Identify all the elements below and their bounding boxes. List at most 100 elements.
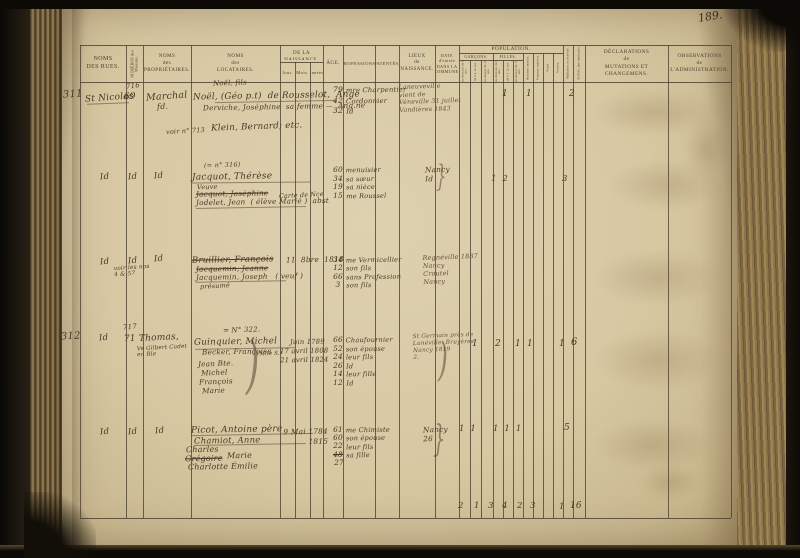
hw-totals-c2: 1 — [474, 501, 480, 511]
brace-flourish: ) — [438, 332, 448, 386]
col-header-garcons: GARÇONS. — [464, 53, 488, 59]
col-header-observations: OBSERVATIONS de L'ADMINISTRATION. — [670, 52, 729, 73]
hw-rows-4-pop_total: 5 — [564, 423, 570, 433]
hw-rows-0-no: 311 — [62, 88, 84, 101]
brace-flourish: } — [433, 419, 446, 460]
corner-shadow-top-right — [724, 0, 800, 52]
table-column-line — [310, 62, 311, 518]
table-column-line — [191, 45, 192, 518]
hw-rows-4-pop_f: 1 1 1 — [493, 424, 522, 434]
hw-rows-3-t6: Marie — [201, 385, 226, 396]
hw-rows-3-pop_total: 6 — [571, 337, 578, 348]
ink-stroke — [191, 181, 311, 184]
hw-rows-4-house: Id — [127, 426, 138, 438]
ink-stroke — [86, 102, 130, 105]
col-header-hommes_maries: Hommes mariés. — [525, 55, 530, 80]
hw-rows-1-pop_g: 1 2 — [491, 174, 509, 184]
hw-rows-2-t4: présumé — [199, 281, 231, 291]
col-header-f3: au-dessus de 12 ans. — [514, 60, 521, 82]
table-column-line — [143, 45, 144, 518]
hw-rows-1-pop_total: 3 — [562, 174, 568, 184]
hw-rows-4-street: Id — [99, 426, 110, 438]
table-column-line — [399, 45, 400, 518]
ink-bleedthrough — [595, 420, 710, 470]
hw-rows-2-note: voir les nos 4 & 57 — [113, 263, 150, 279]
hw-rows-0-ages: 79 42 32 — [332, 85, 344, 115]
table-row-line — [80, 518, 731, 520]
hw-rows-0-t0: Noël, fils — [212, 78, 247, 88]
hw-rows-0-proprietor2: fd. — [156, 101, 169, 112]
hw-rows-2-birthplace: Regnéville 1837 Nancy Croutel Nancy — [422, 252, 479, 286]
col-header-lieux: LIEUX de NAISSANCE. — [400, 53, 434, 72]
col-header-f1: au-dessous de 6 ans. — [494, 60, 501, 82]
hw-rows-4-t4b: Marie — [226, 450, 253, 461]
ink-bleedthrough — [595, 330, 720, 390]
corner-shadow-bottom-left — [24, 492, 96, 558]
hw-rows-4-professions: me Chimiste son épouse leur fils sa fill… — [345, 425, 391, 460]
hw-rows-1-professions: menuisier sa sœur sa nièce me Roussel — [345, 165, 387, 201]
table-column-line — [80, 45, 82, 518]
col-header-g3: au-dessus de 12 ans. — [483, 60, 490, 82]
hw-rows-4-t5: Charlotte Émilie — [187, 461, 259, 472]
hw-rows-3-proprietor: Thomas, — [138, 331, 180, 345]
hw-rows-4-proprietor: Id — [154, 425, 165, 437]
photo-bottom-edge — [0, 545, 800, 558]
hw-rows-0-t4a: voir n° 713 — [165, 125, 206, 137]
col-header-femmes_mariees: Femmes mariées. — [535, 54, 540, 81]
table-column-line — [731, 45, 733, 518]
hw-rows-0-birthplace: Laneuveville vient de Véneville 31 juill… — [398, 82, 462, 114]
hw-rows-0-pop_total: 2 — [569, 89, 575, 99]
hw-rows-4-age5: 27 — [334, 458, 344, 467]
photo-top-edge — [0, 0, 800, 9]
hw-rows-3-pop_f: 2 — [495, 339, 501, 349]
table-row-line — [80, 45, 731, 47]
col-header-total: TOTAL des habitants. — [576, 46, 581, 81]
book-cover-left — [0, 0, 34, 558]
ink-bleedthrough — [595, 250, 720, 305]
hw-rows-2-professions: me Vermicellier son fils sans Profession… — [345, 255, 402, 290]
hw-rows-3-ages: 66 52 24 26 14 12 — [333, 335, 343, 387]
table-row-line — [80, 82, 731, 83]
hw-rows-3-pop_hm: 1 — [515, 339, 521, 349]
table-row-line — [459, 60, 523, 61]
col-header-date_entree: DATE d'entrée DANS LA COMMUNE. — [435, 52, 459, 74]
ink-bleedthrough — [684, 118, 726, 180]
hw-rows-3-t2b: (Mlle S.) — [256, 350, 283, 358]
col-header-population: POPULATION. — [491, 46, 531, 52]
hw-rows-0-pop_f: 1 — [502, 89, 508, 99]
col-header-g2: de 6 à 12 ans. — [473, 61, 477, 81]
table-column-line — [573, 45, 574, 518]
hw-rows-1-ages: 60 34 19 15 — [333, 165, 343, 200]
hw-rows-1-proprietor: Id — [153, 170, 164, 182]
hw-totals-c3: 3 — [488, 501, 494, 511]
col-header-locataires: NOMS des LOCATAIRES. — [217, 53, 254, 73]
hw-rows-3-dates: Juin 1789 17 avril 1808 21 avril 1824 — [279, 337, 329, 365]
hw-rows-3-pop_g3: 1 — [472, 339, 478, 349]
table-column-line — [523, 53, 524, 518]
col-header-patentes: PATENTÉS. — [375, 61, 399, 67]
hw-totals-c1: 2 — [458, 501, 464, 511]
table-column-line — [668, 45, 669, 518]
hw-rows-1-note: (= n° 316) — [203, 160, 241, 170]
col-header-filles: FILLES. — [499, 53, 517, 59]
col-header-jour: Jour. — [282, 70, 293, 76]
table-column-line — [280, 45, 282, 518]
hw-totals-c6: 3 — [530, 501, 536, 511]
hw-rows-4-age4: 48 — [333, 450, 343, 459]
col-header-veuves: Veuves. — [555, 61, 560, 74]
table-column-line — [323, 45, 324, 518]
hw-rows-0-house_old: 716 — [125, 81, 141, 91]
hw-rows-3-professions: Chaufournier son épouse leur fils Id leu… — [345, 335, 393, 388]
hw-rows-3-proprietor2: Ve Gilbert Cadet en Rle — [136, 343, 188, 359]
hw-totals-c5: 2 — [517, 501, 523, 511]
hw-rows-4-pop_g: 1 1 — [459, 424, 477, 434]
col-header-veufs: Veufs. — [545, 62, 550, 73]
table-column-line — [563, 45, 564, 518]
col-header-militaires: Militaires en activité. — [565, 47, 570, 80]
hw-rows-2-street: Id — [99, 256, 110, 268]
brace-flourish: } — [436, 159, 447, 194]
table-row-line — [280, 62, 323, 63]
table-column-line — [553, 53, 554, 518]
hw-rows-3-house: 71 — [123, 333, 137, 345]
